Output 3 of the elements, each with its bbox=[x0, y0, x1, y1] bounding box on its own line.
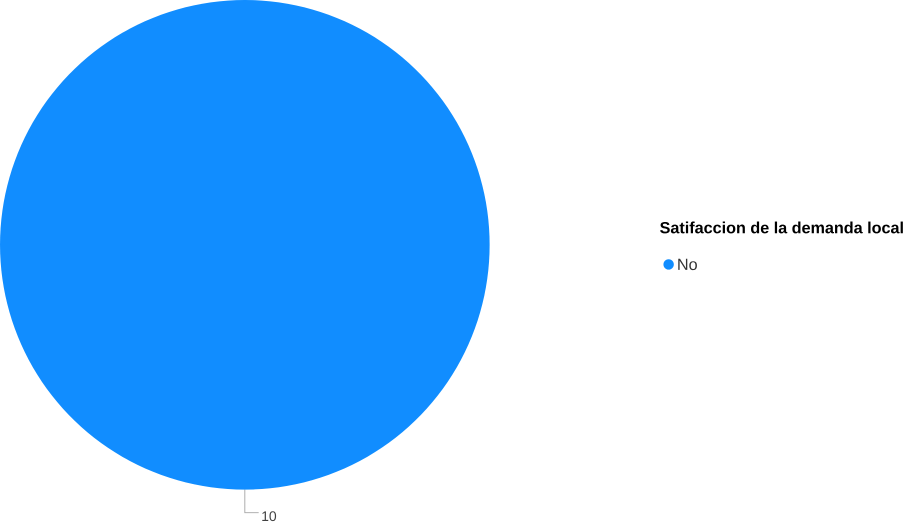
legend-title: Satifaccion de la demanda local bbox=[660, 221, 903, 234]
legend-label: No bbox=[678, 258, 697, 270]
data-label: 10 bbox=[262, 511, 276, 521]
